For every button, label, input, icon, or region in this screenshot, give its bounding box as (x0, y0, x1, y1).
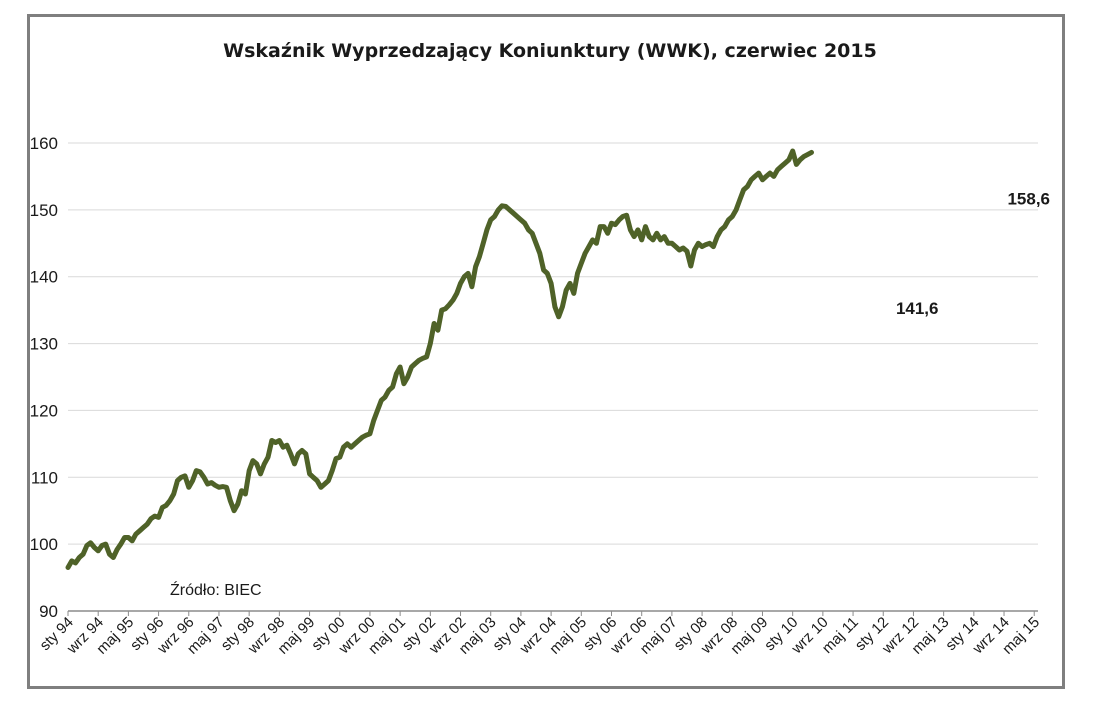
y-tick-label: 160 (30, 134, 58, 153)
series-layer (65, 148, 814, 570)
y-axis-ticks: 90 100 110 120 130 140 150 160 (30, 134, 58, 621)
y-tick-label: 100 (30, 535, 58, 554)
annotations: 141,6 158,6 (896, 189, 1050, 318)
series-line (65, 148, 814, 570)
gridlines (68, 142, 1038, 612)
y-tick-label: 90 (39, 602, 58, 621)
y-tick-label: 130 (30, 335, 58, 354)
data-label: 158,6 (1007, 189, 1050, 208)
y-tick-label: 150 (30, 201, 58, 220)
y-tick-label: 110 (31, 468, 58, 487)
y-tick-label: 140 (30, 268, 58, 287)
source-label: Źródło: BIEC (170, 580, 262, 599)
line-chart: Wskaźnik Wyprzedzający Koniunktury (WWK)… (30, 40, 1050, 658)
data-label: 141,6 (896, 299, 939, 318)
chart-frame: Wskaźnik Wyprzedzający Koniunktury (WWK)… (27, 14, 1065, 689)
y-tick-label: 120 (30, 401, 58, 420)
chart-title: Wskaźnik Wyprzedzający Koniunktury (WWK)… (223, 40, 877, 62)
